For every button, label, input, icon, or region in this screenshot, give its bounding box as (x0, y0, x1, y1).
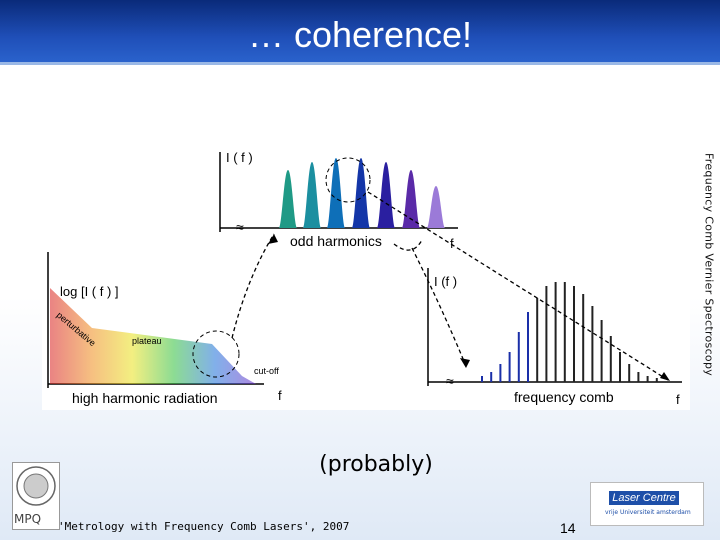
arrow-top-to-comb (411, 247, 467, 367)
cutoff-label: cut-off (254, 366, 279, 376)
left-f-label: f (278, 388, 282, 403)
mpq-emblem-icon (16, 466, 56, 506)
axis-break-mark: ≈ (236, 219, 244, 235)
slide-title: … coherence! (247, 14, 473, 55)
arrow-peak-to-comb-end (367, 191, 669, 381)
caption: (probably) (319, 452, 433, 477)
right-f-label: f (676, 392, 680, 407)
right-y-label: I (f ) (434, 274, 457, 289)
harmonic-peak (279, 170, 297, 228)
top-y-label: I ( f ) (226, 150, 253, 165)
header-divider (0, 62, 720, 65)
hhg-envelope (50, 288, 256, 384)
left-panel: log [I ( f ) ] perturbative plateau cut-… (47, 252, 282, 406)
page-number: 14 (560, 520, 576, 536)
hhg-spectrum (48, 284, 256, 384)
right-x-label: frequency comb (514, 389, 614, 405)
harmonic-peak (327, 158, 345, 228)
harmonic-peak (352, 158, 370, 228)
mpq-logo (12, 462, 60, 530)
highlight-circle-left (192, 330, 240, 378)
diagram-svg: I ( f ) ≈ odd harmonics f log [I ( f ) ]… (47, 150, 682, 407)
laser-centre-logo-text: Laser Centre (609, 491, 679, 505)
harmonic-peak (377, 162, 395, 228)
side-label: Frequency Comb Vernier Spectroscopy (702, 152, 716, 377)
top-panel: I ( f ) ≈ odd harmonics f (219, 150, 458, 251)
harmonic-peak (303, 162, 321, 228)
laser-centre-subtext: vrije Universiteit amsterdam (605, 509, 691, 516)
left-x-label: high harmonic radiation (72, 390, 218, 406)
header-bar (0, 0, 720, 62)
harmonic-peaks (279, 158, 445, 228)
arrowhead-comb (460, 358, 470, 368)
harmonic-peak (427, 186, 445, 228)
top-x-label: odd harmonics (290, 233, 382, 249)
axis-break-mark-right: ≈ (446, 373, 454, 389)
mpq-logo-text: MPQ (14, 512, 42, 526)
harmonic-peak (402, 170, 420, 228)
comb-lines (481, 282, 658, 382)
laser-centre-logo: Laser Centre vrije Universiteit amsterda… (590, 482, 704, 526)
right-panel: I (f ) ≈ frequency comb f (427, 268, 682, 407)
arrow-heads (268, 234, 670, 381)
highlight-circle-top (325, 157, 371, 203)
arrowhead-comb-end (660, 372, 670, 381)
coherence-diagram: I ( f ) ≈ odd harmonics f log [I ( f ) ]… (42, 148, 690, 410)
plateau-label: plateau (132, 336, 162, 346)
left-y-label: log [I ( f ) ] (60, 284, 119, 299)
footer-citation: 'Metrology with Frequency Comb Lasers', … (58, 520, 350, 533)
arrow-odd (393, 239, 423, 251)
arrow-left-to-top (231, 233, 275, 339)
arrowhead-top (268, 234, 278, 244)
top-f-label: f (450, 236, 454, 251)
